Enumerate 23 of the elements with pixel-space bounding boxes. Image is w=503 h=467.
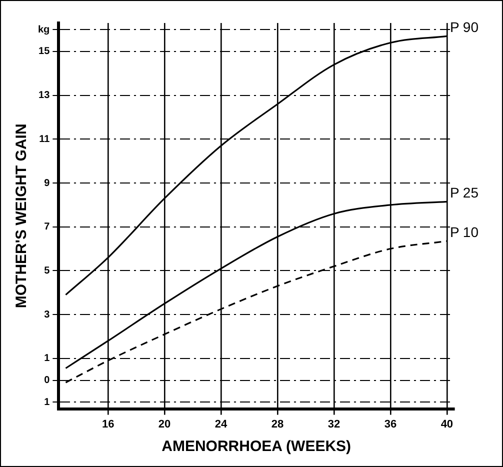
y-tick-label: 13 bbox=[38, 90, 50, 102]
x-tick-label: 40 bbox=[440, 418, 454, 430]
x-axis-title: AMENORRHOEA (WEEKS) bbox=[162, 438, 352, 456]
y-tick-label: 15 bbox=[38, 46, 50, 58]
x-tick-label: 28 bbox=[271, 418, 284, 430]
x-tick-label: 20 bbox=[158, 418, 171, 430]
y-tick-label: 5 bbox=[44, 265, 50, 276]
x-tick-label: 24 bbox=[214, 418, 228, 430]
x-tick-label: 16 bbox=[102, 418, 114, 430]
y-tick-label: kg bbox=[38, 24, 50, 36]
y-tick-label: 7 bbox=[44, 222, 50, 233]
y-tick-label: 0 bbox=[44, 375, 50, 386]
series-label: P 10 bbox=[450, 224, 479, 240]
y-tick-label: 1 bbox=[44, 353, 50, 364]
series-label: P 90 bbox=[450, 19, 479, 36]
series-label: P 25 bbox=[450, 184, 479, 201]
y-axis-title: MOTHER'S WEIGHT GAIN bbox=[13, 124, 30, 308]
y-tick-label: 1 bbox=[44, 396, 50, 408]
y-tick-label: 9 bbox=[44, 178, 50, 189]
x-tick-label: 32 bbox=[328, 418, 340, 430]
y-tick-label: 11 bbox=[39, 134, 50, 145]
x-tick-label: 36 bbox=[384, 418, 397, 430]
y-tick-label: 3 bbox=[44, 309, 50, 320]
